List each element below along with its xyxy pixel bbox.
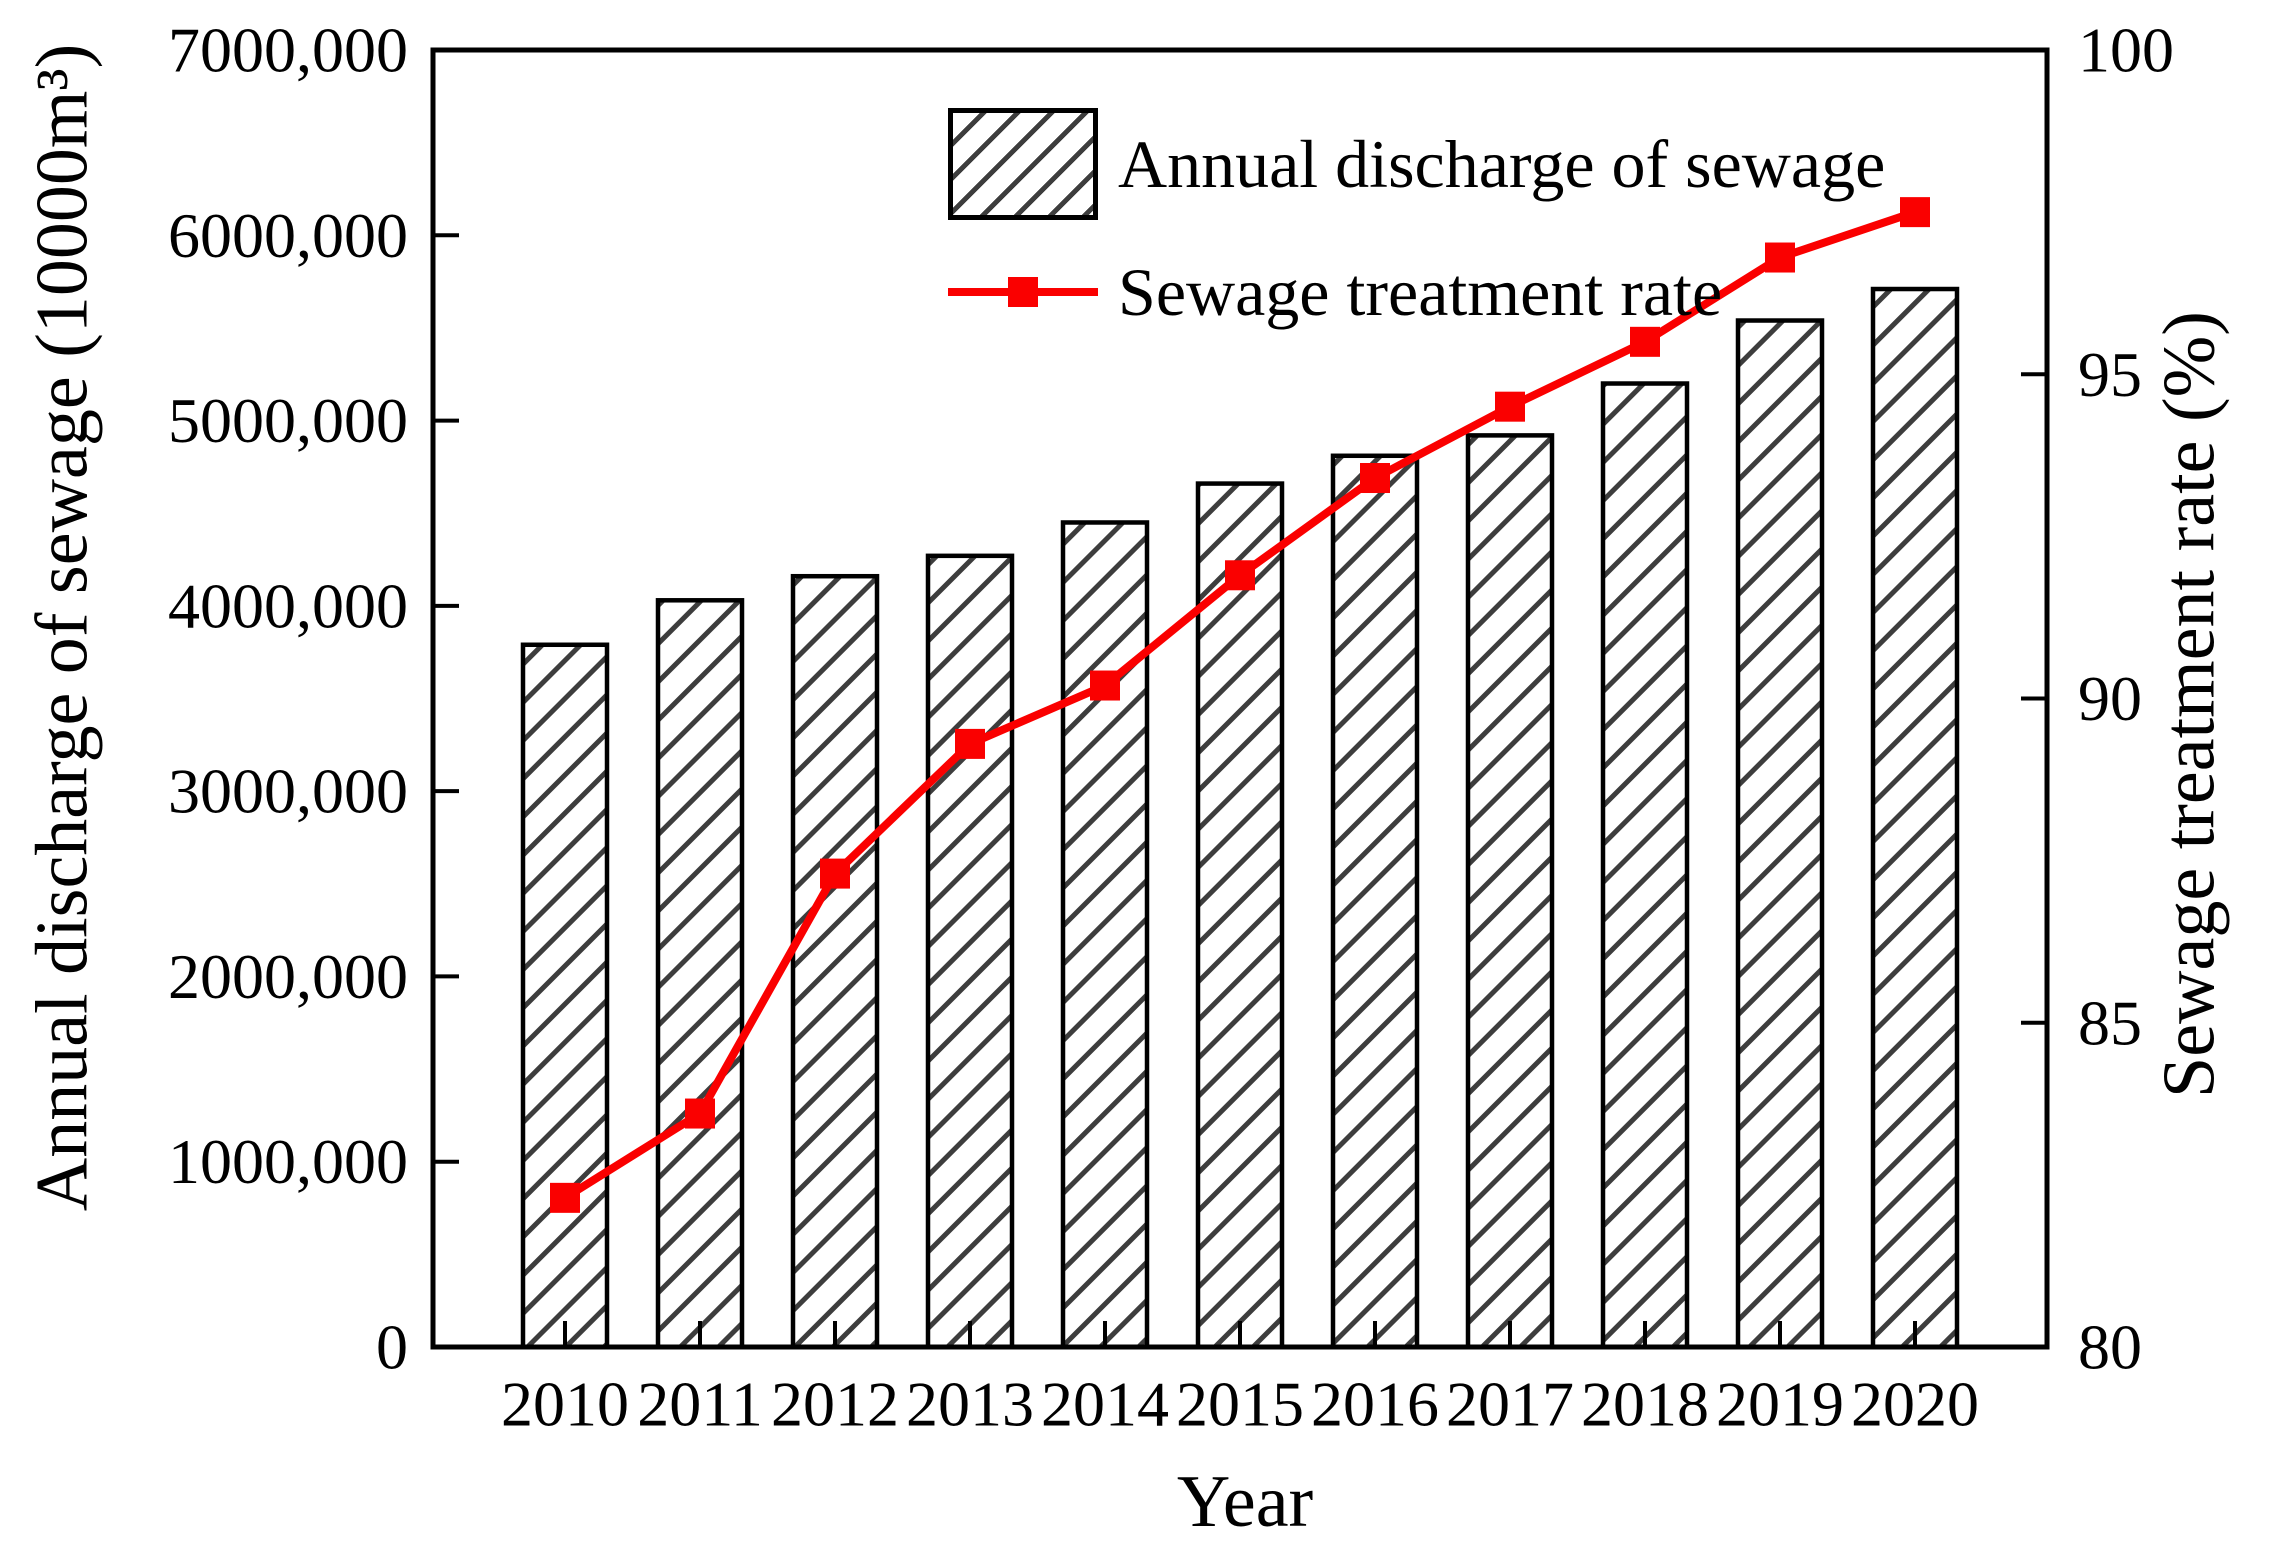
bar-2015 [1195, 481, 1285, 1350]
left-y-tick-label: 4000,000 [168, 570, 408, 641]
bar-legend-label: Annual discharge of sewage [1118, 126, 1886, 202]
bar-2018 [1600, 381, 1690, 1350]
bar-2012 [790, 573, 880, 1350]
left-y-tick-label: 1000,000 [168, 1126, 408, 1197]
legend: Annual discharge of sewage Sewage treatm… [948, 100, 1885, 356]
x-axis-title: Year [1176, 1461, 1314, 1543]
legend-square-marker-icon [1008, 277, 1038, 307]
x-tick-label: 2012 [771, 1369, 899, 1440]
bar-2016 [1330, 453, 1420, 1350]
treatment-rate-marker-2013 [955, 728, 985, 759]
treatment-rate-marker-2011 [685, 1098, 715, 1129]
bar-2014 [1060, 520, 1150, 1350]
bar-2010 [520, 642, 610, 1350]
bar-2013 [925, 553, 1015, 1350]
x-tick-label: 2011 [637, 1369, 763, 1440]
legend-row-bars: Annual discharge of sewage [948, 100, 1885, 228]
left-axis-title: Annual discharge of sewage (10000m³) [21, 43, 104, 1212]
bar-2019 [1735, 318, 1825, 1350]
left-y-tick-label: 7000,000 [168, 15, 408, 86]
x-tick-label: 2015 [1176, 1369, 1304, 1440]
right-y-tick-label: 80 [2078, 1312, 2142, 1383]
treatment-rate-marker-2014 [1090, 670, 1120, 701]
right-y-tick-label: 90 [2078, 663, 2142, 734]
right-axis-title: Sewage treatment rate (%) [2148, 311, 2231, 1098]
bar-2020 [1870, 286, 1960, 1350]
bar-2017 [1465, 433, 1555, 1350]
left-y-tick-label: 5000,000 [168, 385, 408, 456]
legend-row-line: Sewage treatment rate [948, 228, 1885, 356]
treatment-rate-marker-2018 [1630, 326, 1660, 357]
right-y-tick-label: 100 [2078, 15, 2174, 86]
treatment-rate-marker-2017 [1495, 391, 1525, 422]
left-y-tick-label: 2000,000 [168, 941, 408, 1012]
treatment-rate-marker-2012 [820, 858, 850, 889]
x-tick-label: 2020 [1851, 1369, 1979, 1440]
right-y-tick-label: 85 [2078, 987, 2142, 1058]
left-y-tick-label: 0 [376, 1312, 408, 1383]
x-tick-label: 2018 [1581, 1369, 1709, 1440]
x-tick-label: 2017 [1446, 1369, 1574, 1440]
x-tick-label: 2010 [501, 1369, 629, 1440]
x-tick-label: 2019 [1716, 1369, 1844, 1440]
treatment-rate-marker-2016 [1360, 463, 1390, 494]
treatment-rate-marker-2020 [1900, 197, 1930, 228]
x-tick-label: 2014 [1041, 1369, 1169, 1440]
line-legend-label: Sewage treatment rate [1118, 254, 1723, 330]
left-y-tick-label: 3000,000 [168, 756, 408, 827]
treatment-rate-marker-2019 [1765, 242, 1795, 273]
red-line-marker-swatch-icon [948, 277, 1098, 307]
treatment-rate-marker-2010 [550, 1182, 580, 1213]
right-y-tick-label: 95 [2078, 339, 2142, 410]
treatment-rate-marker-2015 [1225, 560, 1255, 591]
hatched-bar-swatch-icon [948, 108, 1098, 220]
bar-2011 [655, 598, 745, 1350]
x-tick-label: 2016 [1311, 1369, 1439, 1440]
x-tick-label: 2013 [906, 1369, 1034, 1440]
left-y-tick-label: 6000,000 [168, 200, 408, 271]
